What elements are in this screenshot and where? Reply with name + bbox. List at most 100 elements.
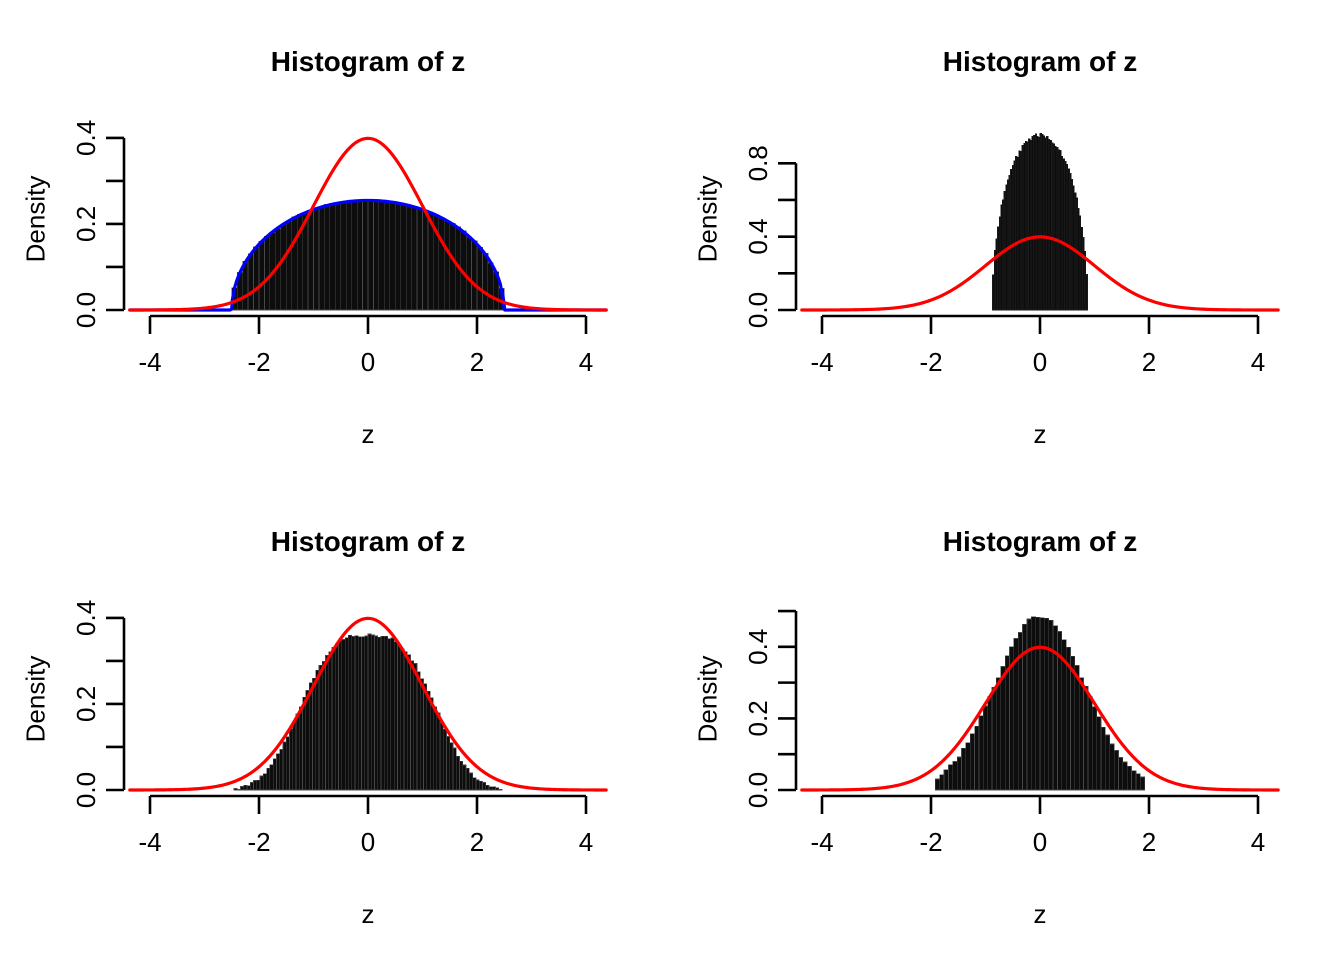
histogram-bar (419, 678, 424, 791)
histogram-bars (233, 633, 503, 791)
y-axis-label: Density (20, 655, 51, 743)
histogram-bar (1131, 770, 1137, 791)
histogram-bar (1109, 743, 1115, 791)
histogram-bar (285, 221, 293, 311)
histogram-bar (478, 780, 483, 791)
histogram-bar (340, 201, 347, 311)
histogram-bar (439, 722, 444, 791)
histogram-bar (246, 785, 251, 791)
histogram-bar (324, 204, 331, 311)
x-tick-label: 0 (361, 347, 375, 377)
normal-density-curve (128, 616, 608, 792)
histogram-bar (263, 773, 267, 791)
y-tick-label: 0.4 (743, 629, 773, 665)
histogram-bar (394, 203, 402, 311)
histogram-bar (1139, 776, 1145, 791)
histogram-bar (289, 728, 294, 791)
histogram-bar (978, 715, 984, 791)
histogram-bar (397, 644, 402, 791)
x-tick-label: 0 (1033, 347, 1047, 377)
normal-density-curve (128, 136, 608, 312)
x-tick-label: -2 (919, 827, 942, 857)
histogram-bar (495, 787, 500, 791)
histogram-bar (482, 252, 489, 311)
histogram-bar (443, 220, 451, 311)
histogram-bar (429, 697, 434, 791)
histogram-bar (1126, 765, 1132, 791)
y-axis-label: Density (20, 175, 51, 263)
histogram-bar (1085, 274, 1088, 311)
histogram-bar (446, 736, 451, 791)
histogram-bar (321, 661, 326, 791)
y-tick-label: 0.0 (743, 772, 773, 808)
histogram-bar (939, 774, 945, 791)
histogram-bar (462, 764, 467, 791)
x-tick-label: 2 (1142, 827, 1156, 857)
y-tick-label: 0.0 (743, 292, 773, 328)
histogram-bar (491, 786, 496, 791)
histogram-bar (996, 677, 1002, 791)
histogram-bar (416, 671, 421, 791)
histogram-bar (426, 691, 431, 791)
histogram-bar (356, 201, 363, 311)
normal-density-curve (800, 645, 1280, 792)
y-tick-label: 0.0 (71, 292, 101, 328)
histogram-bar (948, 764, 954, 791)
histogram-bar (305, 690, 310, 791)
histogram-bar (472, 777, 477, 791)
histogram-bar (438, 217, 445, 311)
x-axis-label: z (361, 419, 375, 449)
histogram-bar (1070, 655, 1076, 791)
panel-histogram-bottom-left: -4 -2 0 2 4 0.0 0.2 0.4 Histogram of z Density … (0, 480, 672, 960)
histogram-bar (465, 236, 472, 311)
histogram-bar (285, 736, 290, 791)
histogram-bars (992, 132, 1088, 311)
y-axis-label: Density (692, 175, 723, 263)
x-tick-label: -4 (810, 827, 833, 857)
histogram-bar (269, 764, 274, 791)
histogram-bar (302, 696, 307, 791)
histogram-bar (449, 223, 456, 311)
histogram-bar (387, 638, 392, 791)
panel-title: Histogram of z (942, 46, 1138, 77)
histogram-bar (240, 786, 245, 791)
y-tick-label: 0.2 (71, 206, 101, 242)
histogram-bar (956, 756, 962, 791)
histogram-bar (233, 788, 238, 791)
histogram-bar (370, 634, 375, 791)
histogram-bar (469, 772, 473, 791)
histogram-bar (378, 201, 385, 311)
histogram-bar (357, 636, 362, 791)
histogram-bar (1105, 734, 1111, 791)
x-tick-label: 4 (579, 827, 593, 857)
histogram-bar (307, 210, 314, 311)
histogram-bar (1048, 619, 1054, 791)
histogram-bar (1087, 695, 1093, 791)
histogram-bar (459, 761, 464, 791)
histogram-bar (1004, 655, 1010, 791)
histogram-bar (405, 205, 412, 311)
histogram-bar (969, 733, 975, 791)
histogram-bar (364, 635, 369, 791)
x-tick-label: -4 (810, 347, 833, 377)
histogram-bar (373, 199, 380, 311)
histogram-bar (1100, 726, 1106, 791)
histogram-bar (411, 205, 418, 311)
histogram-bar (236, 789, 241, 791)
histogram-bar (961, 747, 967, 791)
y-tick-label: 0.4 (71, 120, 101, 156)
histogram-bar (345, 201, 353, 311)
histogram-bar (465, 767, 470, 791)
histogram-bar (253, 246, 260, 311)
histogram-bar (487, 262, 494, 311)
histogram-bar (318, 207, 325, 311)
panel-histogram-top-right: -4 -2 0 2 4 0.0 0.4 0.8 Histogram of z Density … (672, 0, 1344, 480)
x-tick-label: 4 (579, 347, 593, 377)
histogram-bars (231, 198, 505, 311)
histogram-bar (455, 755, 460, 791)
histogram-bar (292, 721, 297, 791)
histogram-bar (400, 648, 405, 791)
x-tick-label: -4 (138, 827, 161, 857)
histogram-bar (384, 635, 388, 791)
